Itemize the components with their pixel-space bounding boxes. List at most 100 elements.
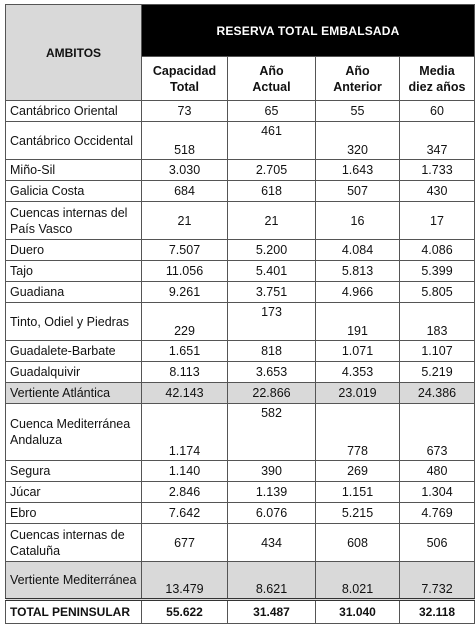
table-row-subtotal: Vertiente Mediterránea 13.479 8.621 8.02… [5,561,475,600]
cell-media: 430 [399,180,475,202]
cell-anterior: 16 [315,201,400,240]
cell-media: 506 [399,523,475,562]
cell-actual: 461 [227,121,316,160]
row-name: Galicia Costa [5,180,142,202]
cell-capacidad: 1.651 [141,340,228,362]
row-name: Cantábrico Oriental [5,100,142,122]
cell-media: 480 [399,460,475,482]
row-name: Tinto, Odiel y Piedras [5,302,142,341]
cell-actual: 31.487 [227,598,316,624]
table-row: Guadalete-Barbate 1.651 818 1.071 1.107 [5,340,475,362]
cell-capacidad: 7.642 [141,502,228,524]
reservoir-table: AMBITOS RESERVA TOTAL EMBALSADA Capacida… [5,4,475,624]
row-name: Cuenca Mediterránea Andaluza [5,403,142,461]
cell-actual: 6.076 [227,502,316,524]
row-name: Segura [5,460,142,482]
cell-actual: 434 [227,523,316,562]
cell-capacidad: 55.622 [141,598,228,624]
row-name: Vertiente Mediterránea [5,561,142,600]
cell-anterior: 269 [315,460,400,482]
cell-anterior: 4.084 [315,239,400,261]
header-ano-anterior: Año Anterior [315,56,400,101]
cell-anterior: 1.151 [315,481,400,503]
table-row: Júcar 2.846 1.139 1.151 1.304 [5,481,475,503]
row-name: TOTAL PENINSULAR [5,598,142,624]
table-row: Cantábrico Occidental 518 461 320 347 [5,121,475,160]
cell-media: 17 [399,201,475,240]
header-capacidad-line2: Total [170,79,199,94]
cell-capacidad: 1.174 [141,403,228,461]
cell-media: 673 [399,403,475,461]
cell-anterior: 5.215 [315,502,400,524]
cell-media: 5.219 [399,361,475,383]
cell-media: 183 [399,302,475,341]
row-name: Guadalete-Barbate [5,340,142,362]
cell-actual: 8.621 [227,561,316,600]
header-ambitos: AMBITOS [5,4,142,101]
cell-actual: 2.705 [227,159,316,181]
header-media-diez-anos: Media diez años [399,56,475,101]
header-actual-line2: Actual [252,79,291,94]
cell-anterior: 507 [315,180,400,202]
cell-capacidad: 684 [141,180,228,202]
table-row: Galicia Costa 684 618 507 430 [5,180,475,202]
cell-actual: 3.751 [227,281,316,303]
cell-actual: 618 [227,180,316,202]
header-capacidad-total: Capacidad Total [141,56,228,101]
cell-media: 347 [399,121,475,160]
table-row: Cuencas internas del País Vasco 21 21 16… [5,201,475,240]
header-capacidad-line1: Capacidad [152,63,217,78]
table-row-total: TOTAL PENINSULAR 55.622 31.487 31.040 32… [5,598,475,624]
row-name: Miño-Sil [5,159,142,181]
cell-actual: 65 [227,100,316,122]
cell-actual: 818 [227,340,316,362]
cell-capacidad: 229 [141,302,228,341]
cell-anterior: 320 [315,121,400,160]
cell-actual: 21 [227,201,316,240]
row-name: Vertiente Atlántica [5,382,142,404]
cell-media: 5.399 [399,260,475,282]
cell-actual: 1.139 [227,481,316,503]
cell-anterior: 5.813 [315,260,400,282]
cell-anterior: 1.643 [315,159,400,181]
cell-capacidad: 13.479 [141,561,228,600]
row-name: Cantábrico Occidental [5,121,142,160]
table-row: Segura 1.140 390 269 480 [5,460,475,482]
cell-capacidad: 42.143 [141,382,228,404]
table-row: Cuenca Mediterránea Andaluza 1.174 582 7… [5,403,475,461]
cell-capacidad: 7.507 [141,239,228,261]
row-name: Duero [5,239,142,261]
header-media-line2: diez años [408,79,466,94]
cell-media: 5.805 [399,281,475,303]
cell-actual: 22.866 [227,382,316,404]
table-row-subtotal: Vertiente Atlántica 42.143 22.866 23.019… [5,382,475,404]
cell-capacidad: 518 [141,121,228,160]
table-row: Tajo 11.056 5.401 5.813 5.399 [5,260,475,282]
cell-capacidad: 3.030 [141,159,228,181]
cell-anterior: 608 [315,523,400,562]
cell-anterior: 8.021 [315,561,400,600]
row-name: Guadiana [5,281,142,303]
cell-anterior: 191 [315,302,400,341]
row-name: Ebro [5,502,142,524]
cell-capacidad: 8.113 [141,361,228,383]
table-row: Duero 7.507 5.200 4.084 4.086 [5,239,475,261]
cell-media: 1.304 [399,481,475,503]
cell-capacidad: 11.056 [141,260,228,282]
cell-media: 24.386 [399,382,475,404]
header-reserva-total: RESERVA TOTAL EMBALSADA [141,4,475,57]
row-name: Guadalquivir [5,361,142,383]
table-row: Tinto, Odiel y Piedras 229 173 191 183 [5,302,475,341]
cell-anterior: 4.353 [315,361,400,383]
cell-capacidad: 21 [141,201,228,240]
cell-anterior: 23.019 [315,382,400,404]
table-row: Guadalquivir 8.113 3.653 4.353 5.219 [5,361,475,383]
header-actual-line1: Año [259,63,284,78]
cell-anterior: 31.040 [315,598,400,624]
cell-capacidad: 677 [141,523,228,562]
cell-media: 60 [399,100,475,122]
table-row: Cuencas internas de Cataluña 677 434 608… [5,523,475,562]
cell-capacidad: 73 [141,100,228,122]
cell-anterior: 778 [315,403,400,461]
reservoir-table-container: AMBITOS RESERVA TOTAL EMBALSADA Capacida… [5,4,475,624]
